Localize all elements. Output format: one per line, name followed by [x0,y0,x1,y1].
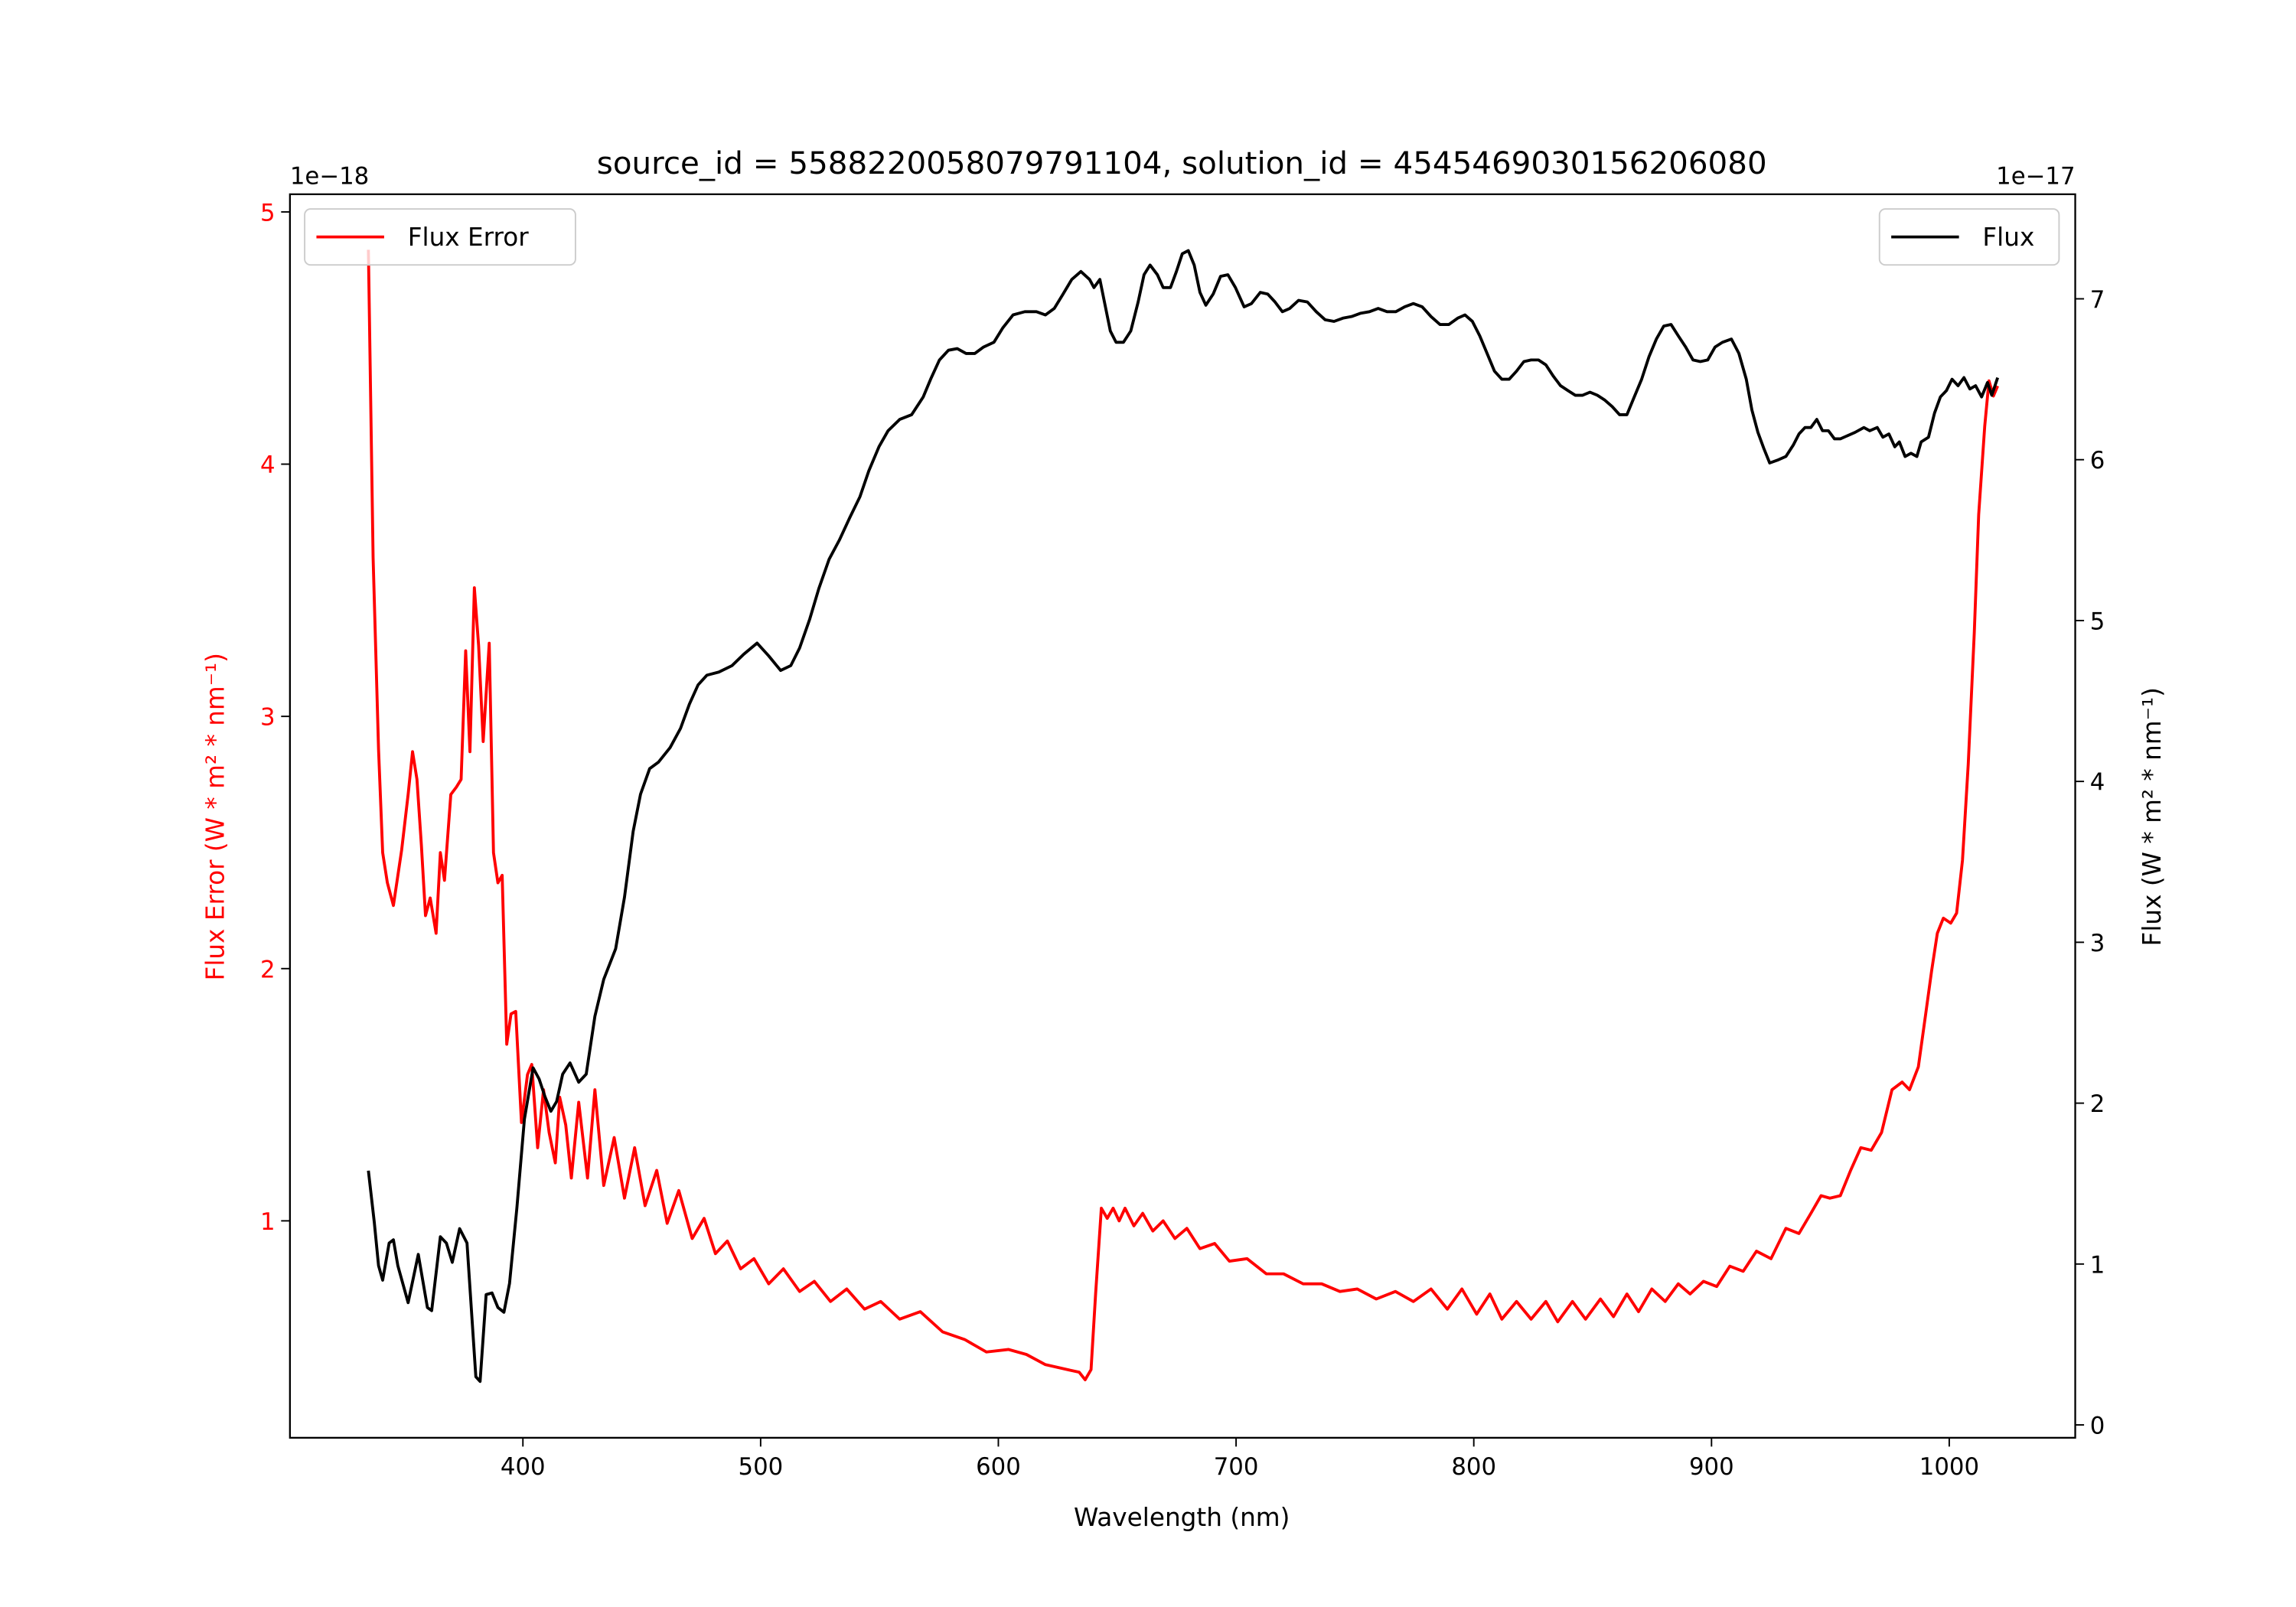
right-y-axis: 0 1 2 3 4 5 6 7 [2075,286,2105,1440]
right-y-tick-label: 7 [2090,286,2105,314]
right-y-tick-label: 6 [2090,447,2105,474]
series-line-flux-error [367,249,1999,1381]
right-y-tick-label: 1 [2090,1251,2105,1279]
left-y-tick-label: 5 [260,199,276,227]
right-y-tick-label: 3 [2090,930,2105,957]
legend-flux-error: Flux Error [304,208,576,266]
x-tick-label: 700 [1214,1453,1259,1481]
axes-frame [289,193,2076,1439]
left-offset-text: 1e−18 [290,162,369,190]
right-y-tick-label: 2 [2090,1090,2105,1118]
x-tick-label: 500 [739,1453,784,1481]
legend-label-flux: Flux [1982,223,2034,252]
plot-area [367,249,2000,1384]
right-y-tick-label: 5 [2090,608,2105,635]
left-y-tick-label: 3 [260,704,276,732]
x-tick-label: 800 [1451,1453,1496,1481]
right-offset-text: 1e−17 [1996,162,2075,190]
x-axis-label: Wavelength (nm) [1074,1503,1290,1532]
x-tick-label: 400 [501,1453,546,1481]
legend-flux: Flux [1878,208,2060,266]
chart-title: source_id = 5588220058079791104, solutio… [597,145,1767,181]
x-tick-label: 1000 [1919,1453,1979,1481]
right-y-tick-label: 0 [2090,1413,2105,1440]
left-y-tick-label: 4 [260,451,276,479]
series-line-flux [367,249,2000,1384]
left-y-axis-label: Flux Error (W * m² * nm⁻¹) [201,653,230,980]
right-y-axis-label: Flux (W * m² * nm⁻¹) [2138,687,2167,946]
x-axis: 400 500 600 700 800 900 1000 [501,1437,1979,1481]
legend-label-flux-error: Flux Error [408,223,530,252]
left-y-tick-label: 2 [260,956,276,983]
right-y-tick-label: 4 [2090,769,2105,797]
left-y-axis: 1 2 3 4 5 [260,199,290,1236]
x-tick-label: 900 [1689,1453,1734,1481]
left-y-tick-label: 1 [260,1208,276,1236]
x-tick-label: 600 [976,1453,1021,1481]
